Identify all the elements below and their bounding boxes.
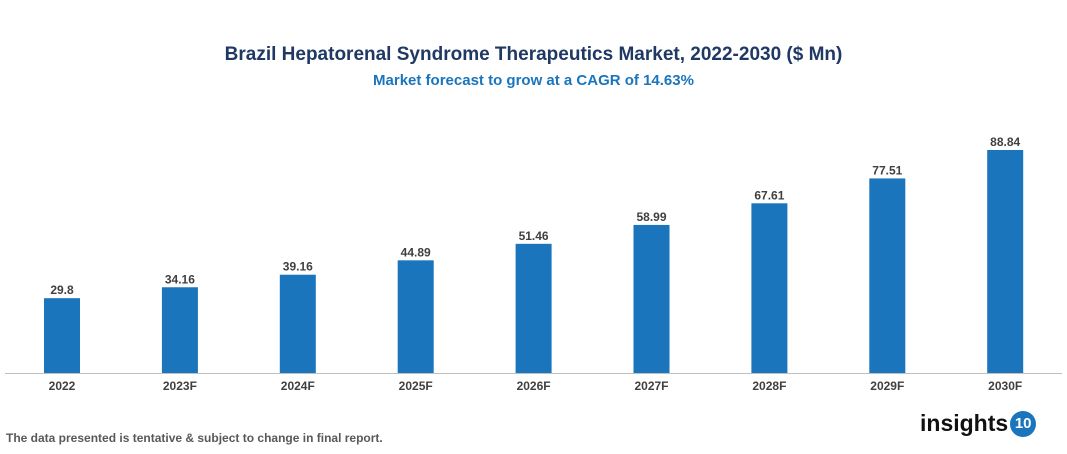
x-tick-label: 2024F: [281, 379, 315, 393]
chart-title: Brazil Hepatorenal Syndrome Therapeutics…: [224, 44, 843, 65]
x-tick-label: 2029F: [870, 379, 904, 393]
data-label: 88.84: [990, 135, 1020, 149]
x-tick-label: 2026F: [517, 379, 551, 393]
x-tick-label: 2022: [49, 379, 76, 393]
logo-badge: 10: [1010, 410, 1037, 437]
data-label: 77.51: [872, 163, 902, 177]
bar: [279, 274, 316, 373]
x-tick-label: 2023F: [163, 379, 197, 393]
x-tick-label: 2028F: [752, 379, 786, 393]
bar: [44, 298, 80, 373]
bar: [515, 243, 552, 373]
x-tick-label: 2025F: [399, 379, 433, 393]
insights10-logo: insights 10: [920, 410, 1037, 437]
bar: [161, 287, 198, 373]
bar: [751, 203, 788, 373]
bar: [397, 260, 434, 373]
data-label: 29.8: [50, 283, 74, 297]
footnote: The data presented is tentative & subjec…: [6, 431, 383, 445]
bar: [869, 178, 906, 373]
data-label: 39.16: [283, 260, 313, 274]
bar: [633, 224, 670, 373]
data-label: 51.46: [519, 229, 549, 243]
data-label: 44.89: [401, 245, 431, 259]
data-label: 67.61: [754, 188, 784, 202]
x-tick-label: 2030F: [988, 379, 1022, 393]
data-label: 58.99: [636, 210, 666, 224]
data-label: 34.16: [165, 272, 195, 286]
chart-subtitle: Market forecast to grow at a CAGR of 14.…: [373, 72, 694, 89]
logo-text: insights: [920, 410, 1009, 436]
bar: [987, 150, 1024, 373]
x-tick-label: 2027F: [634, 379, 668, 393]
